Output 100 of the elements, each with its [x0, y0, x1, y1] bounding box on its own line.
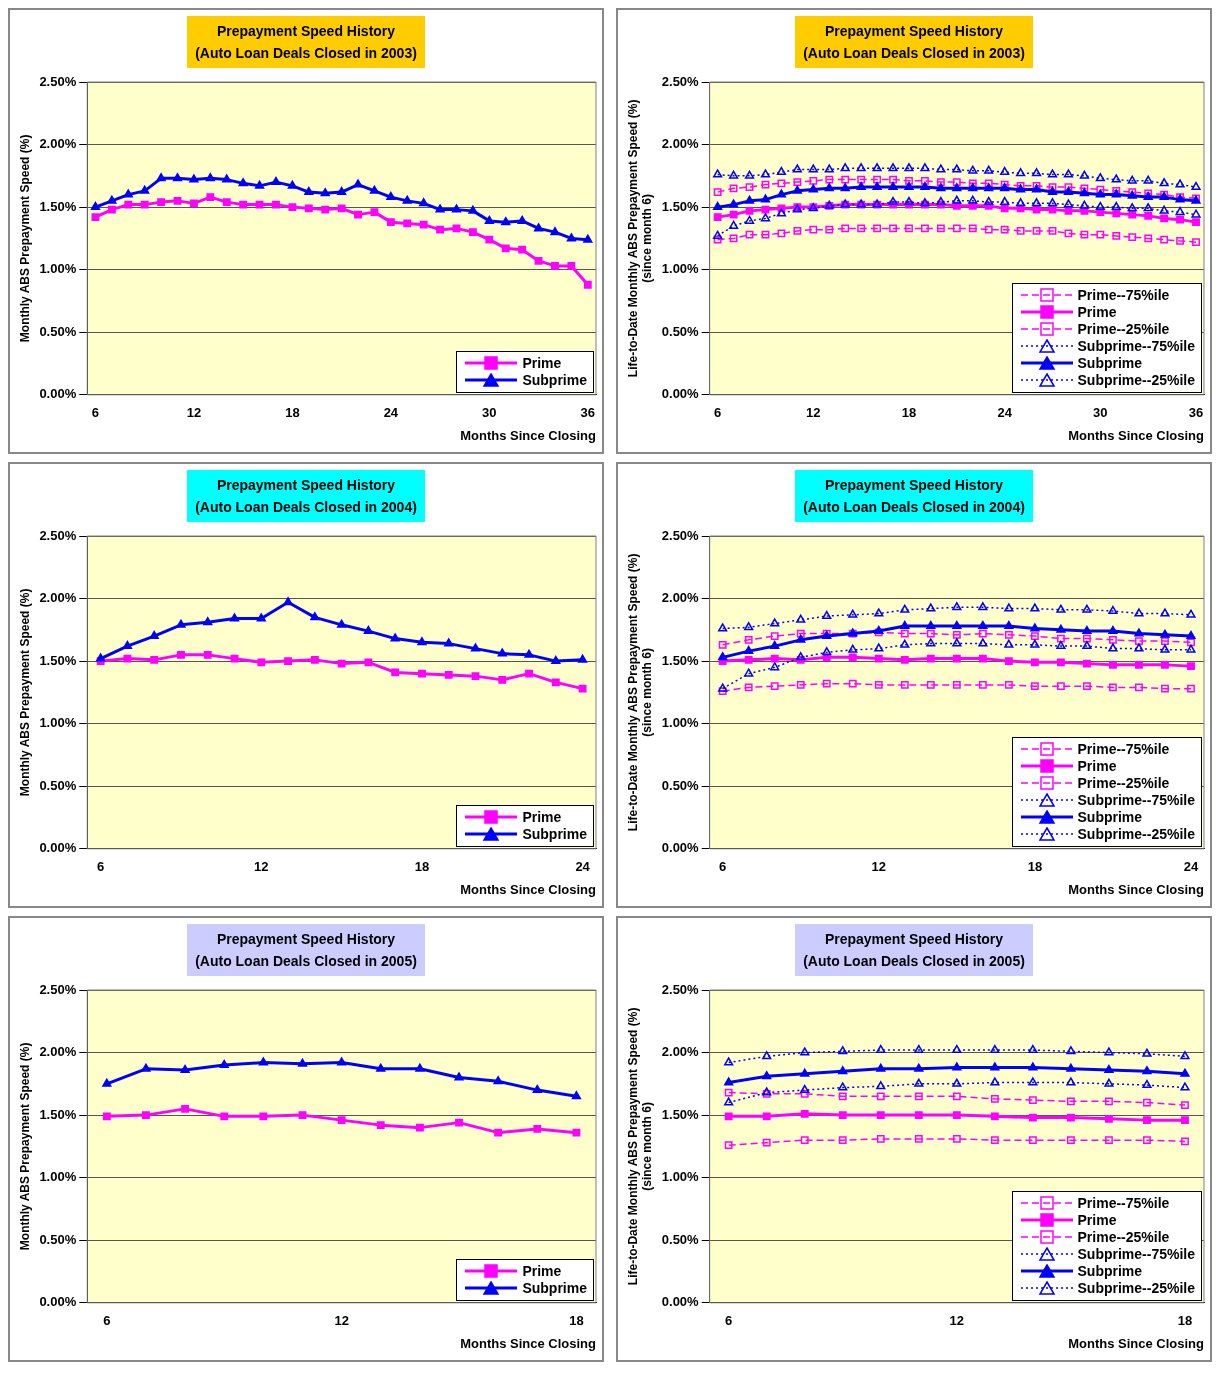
- y-tick-label: 0.00%: [39, 386, 77, 402]
- y-tick-label: 2.00%: [39, 590, 77, 606]
- y-tick-label: 2.00%: [39, 1044, 77, 1060]
- y-tick-label: 1.50%: [661, 652, 700, 668]
- x-tick-label: 18: [414, 859, 430, 875]
- legend-label: Subprime--25%ile: [1077, 371, 1195, 389]
- legend-label: Prime--25%ile: [1077, 774, 1170, 792]
- y-tick-label: 0.00%: [661, 1294, 700, 1310]
- x-tick-label: 6: [97, 859, 105, 875]
- y-tick-label: 0.00%: [661, 386, 700, 402]
- x-axis-title: Months Since Closing: [1068, 427, 1205, 443]
- y-axis-title: Monthly ABS Prepayment Speed (%): [17, 134, 32, 343]
- y-tick-label: 2.50%: [661, 527, 700, 543]
- legend-label: Subprime: [522, 371, 587, 389]
- y-tick-label: 1.50%: [39, 1106, 77, 1122]
- y-tick-label: 2.00%: [39, 136, 77, 152]
- legend-label: Prime: [1077, 757, 1117, 775]
- y-tick-label: 2.50%: [39, 527, 77, 543]
- x-axis-title: Months Since Closing: [460, 881, 597, 897]
- y-tick-label: 0.50%: [661, 777, 700, 793]
- x-tick-label: 24: [1183, 859, 1199, 875]
- y-tick-label: 1.50%: [39, 198, 77, 214]
- x-axis-title: Months Since Closing: [460, 1335, 597, 1351]
- y-tick-label: 2.50%: [661, 73, 700, 89]
- chart-title: Prepayment Speed History (Auto Loan Deals Closed in 2005): [187, 924, 425, 976]
- legend-label: Prime: [522, 354, 562, 372]
- y-tick-label: 1.00%: [661, 1169, 700, 1185]
- y-axis-title: Monthly ABS Prepayment Speed (%): [17, 1042, 32, 1251]
- legend-label: Subprime: [1077, 354, 1143, 372]
- y-tick-label: 2.00%: [661, 136, 700, 152]
- y-tick-label: 1.50%: [661, 1106, 700, 1122]
- legend-label: Prime--75%ile: [1077, 740, 1170, 758]
- x-tick-label: 24: [575, 859, 591, 875]
- chart-title: Prepayment Speed History (Auto Loan Deals Closed in 2005): [795, 924, 1033, 976]
- y-axis-title: Life-to-Date Monthly ABS Prepayment Speed (%) (since month 6): [625, 553, 654, 832]
- y-tick-label: 0.00%: [39, 840, 77, 856]
- chart-title: Prepayment Speed History (Auto Loan Deals Closed in 2003): [795, 16, 1033, 68]
- y-tick-label: 1.00%: [39, 261, 77, 277]
- y-axis-title: Life-to-Date Monthly ABS Prepayment Speed (%) (since month 6): [625, 99, 654, 378]
- x-tick-label: 12: [186, 405, 202, 421]
- legend-label: Subprime: [1077, 808, 1143, 826]
- y-tick-label: 1.50%: [661, 198, 700, 214]
- y-tick-label: 2.00%: [661, 1044, 700, 1060]
- x-tick-label: 18: [569, 1313, 584, 1329]
- y-tick-label: 0.00%: [39, 1294, 77, 1310]
- legend-label: Subprime: [522, 1279, 587, 1297]
- y-tick-label: 1.00%: [661, 715, 700, 731]
- x-tick-label: 24: [383, 405, 399, 421]
- legend-label: Subprime--75%ile: [1077, 791, 1195, 809]
- legend-label: Prime: [522, 1262, 562, 1280]
- legend-label: Subprime--25%ile: [1077, 825, 1195, 843]
- x-tick-label: 18: [1177, 1313, 1193, 1329]
- y-tick-label: 1.50%: [39, 652, 77, 668]
- x-axis-title: Months Since Closing: [1068, 881, 1205, 897]
- x-tick-label: 18: [285, 405, 300, 421]
- legend-label: Prime--25%ile: [1077, 320, 1170, 338]
- x-tick-label: 6: [91, 405, 100, 421]
- legend-label: Subprime: [1077, 1262, 1143, 1280]
- x-tick-label: 6: [103, 1313, 111, 1329]
- x-tick-label: 12: [949, 1313, 965, 1329]
- y-tick-label: 2.50%: [39, 981, 77, 997]
- y-axis-title: Life-to-Date Monthly ABS Prepayment Speed (%) (since month 6): [625, 1007, 654, 1286]
- y-tick-label: 2.50%: [661, 981, 700, 997]
- legend-label: Prime--75%ile: [1077, 286, 1170, 304]
- x-tick-label: 6: [719, 859, 727, 875]
- x-tick-label: 18: [1027, 859, 1043, 875]
- legend-label: Subprime: [522, 825, 587, 843]
- y-tick-label: 0.50%: [661, 323, 700, 339]
- legend-label: Subprime--75%ile: [1077, 337, 1195, 355]
- legend-label: Prime: [1077, 303, 1117, 321]
- y-tick-label: 0.50%: [661, 1231, 700, 1247]
- chart-title: Prepayment Speed History (Auto Loan Deals Closed in 2004): [187, 470, 425, 522]
- legend-label: Prime: [1077, 1211, 1117, 1229]
- y-tick-label: 1.00%: [39, 1169, 77, 1185]
- x-axis-title: Months Since Closing: [1068, 1335, 1205, 1351]
- y-tick-label: 0.50%: [39, 777, 77, 793]
- x-tick-label: 12: [254, 859, 269, 875]
- legend-label: Prime--25%ile: [1077, 1228, 1170, 1246]
- y-tick-label: 1.00%: [661, 261, 700, 277]
- legend-label: Prime: [522, 808, 562, 826]
- legend-label: Subprime--75%ile: [1077, 1245, 1195, 1263]
- x-tick-label: 6: [725, 1313, 733, 1329]
- y-tick-label: 2.00%: [661, 590, 700, 606]
- legend-label: Prime--75%ile: [1077, 1194, 1170, 1212]
- y-tick-label: 0.50%: [39, 323, 77, 339]
- legend-label: Subprime--25%ile: [1077, 1279, 1195, 1297]
- x-tick-label: 30: [482, 405, 497, 421]
- x-tick-label: 12: [334, 1313, 349, 1329]
- x-axis-title: Months Since Closing: [460, 427, 597, 443]
- x-tick-label: 12: [806, 405, 821, 421]
- x-tick-label: 18: [901, 405, 917, 421]
- x-tick-label: 6: [714, 405, 722, 421]
- y-tick-label: 0.00%: [661, 840, 700, 856]
- y-tick-label: 2.50%: [39, 73, 77, 89]
- y-axis-title: Monthly ABS Prepayment Speed (%): [17, 588, 32, 797]
- x-tick-label: 36: [1188, 405, 1204, 421]
- x-tick-label: 36: [580, 405, 596, 421]
- chart-title: Prepayment Speed History (Auto Loan Deals Closed in 2004): [795, 470, 1033, 522]
- y-tick-label: 1.00%: [39, 715, 77, 731]
- x-tick-label: 24: [997, 405, 1013, 421]
